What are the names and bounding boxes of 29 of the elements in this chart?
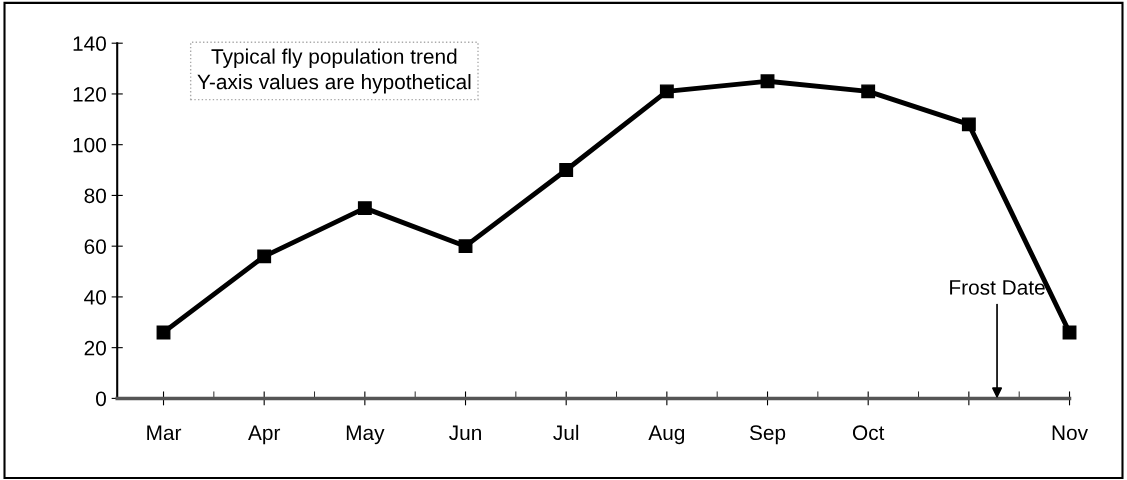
point xyxy=(861,84,876,99)
point xyxy=(961,117,976,132)
x-tick-label: Sep xyxy=(749,425,786,445)
point xyxy=(357,201,372,216)
annotation: Frost Date xyxy=(950,280,1045,295)
point xyxy=(1062,325,1077,340)
point xyxy=(559,163,574,178)
y-tick-label: 60 xyxy=(84,239,106,254)
y-tick-label: 140 xyxy=(73,36,106,51)
y-tick-label: 100 xyxy=(73,137,106,153)
y-tick-label: 20 xyxy=(84,340,106,356)
x-tick-label: Nov xyxy=(1052,425,1088,441)
x-tick-label: May xyxy=(346,425,385,445)
x-tick-label: Apr xyxy=(248,425,281,445)
y-tick-label: 40 xyxy=(84,289,106,305)
point xyxy=(760,74,775,89)
point xyxy=(659,84,674,99)
y-tick-label: 0 xyxy=(96,391,106,407)
x-tick-label: Jul xyxy=(553,424,579,441)
x-tick-label: Oct xyxy=(852,425,885,441)
point xyxy=(458,239,473,254)
annotation: Typical fly population trend Y-axis values are hypothetical xyxy=(197,48,471,94)
y-tick-label: 120 xyxy=(73,86,106,102)
x-tick-label: Mar xyxy=(147,425,182,441)
x-tick-label: Jun xyxy=(449,425,481,441)
y-tick-label: 80 xyxy=(84,188,106,204)
point xyxy=(257,249,272,264)
point xyxy=(156,325,171,340)
x-tick-label: Aug xyxy=(648,425,685,445)
